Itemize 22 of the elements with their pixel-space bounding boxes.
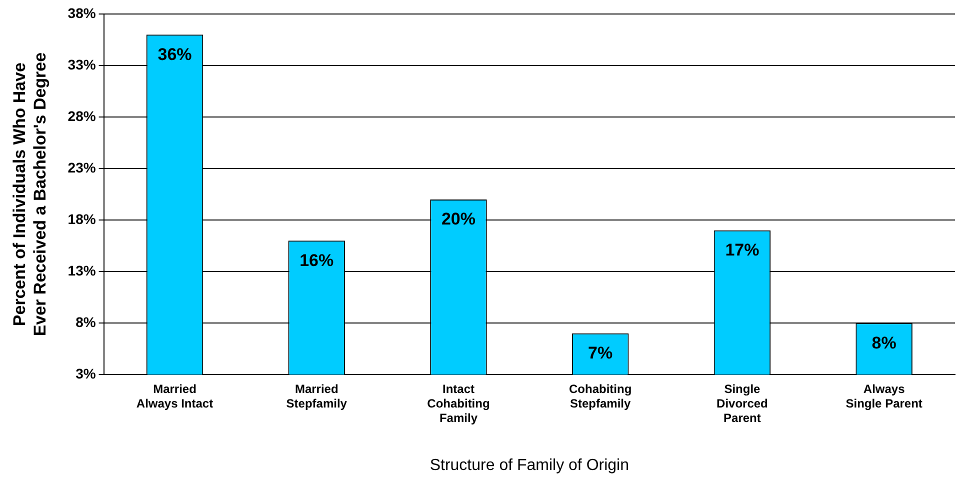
x-tick-label: Married Stepfamily xyxy=(286,382,348,411)
x-tick-label: Intact Cohabiting Family xyxy=(427,382,490,425)
y-tick-label: 3% xyxy=(76,365,96,382)
data-label: 16% xyxy=(300,250,334,270)
x-tick-label: Married Always Intact xyxy=(136,382,214,411)
data-label: 8% xyxy=(872,333,896,352)
x-axis-title: Structure of Family of Origin xyxy=(430,456,629,474)
x-tick-label: Cohabiting Stepfamily xyxy=(569,382,632,411)
y-tick-label: 13% xyxy=(68,262,96,278)
y-tick-label: 33% xyxy=(68,56,96,72)
data-label: 17% xyxy=(725,240,760,260)
y-tick-label: 8% xyxy=(76,314,96,330)
data-label: 20% xyxy=(441,210,476,229)
y-tick-label: 28% xyxy=(68,108,96,124)
y-tick-label: 23% xyxy=(68,159,96,176)
y-tick-label: 38% xyxy=(68,4,96,21)
data-label: 36% xyxy=(158,44,192,64)
y-tick-label: 18% xyxy=(68,210,96,227)
x-tick-label: Single Divorced Parent xyxy=(716,382,768,425)
x-tick-label: Always Single Parent xyxy=(846,382,922,411)
y-axis-title: Percent of Individuals Who Have Ever Received a Bachelor's Degree xyxy=(10,52,50,336)
data-label: 7% xyxy=(588,344,613,363)
